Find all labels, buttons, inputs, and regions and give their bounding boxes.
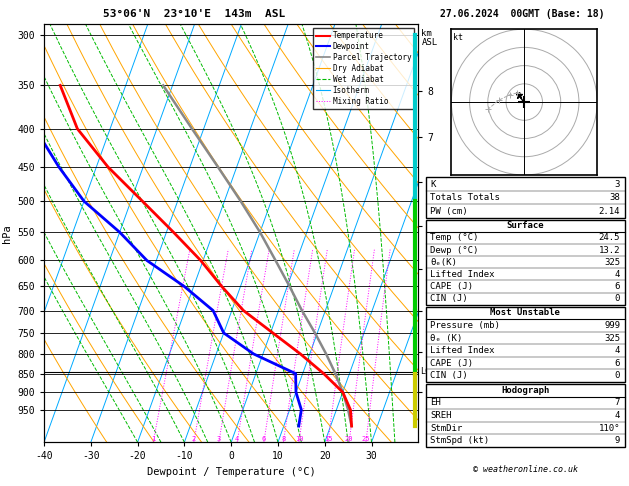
Legend: Temperature, Dewpoint, Parcel Trajectory, Dry Adiabat, Wet Adiabat, Isotherm, Mi: Temperature, Dewpoint, Parcel Trajectory… (313, 28, 415, 109)
Text: 3: 3 (615, 180, 620, 189)
Text: 2: 2 (192, 436, 196, 442)
Text: Temp (°C): Temp (°C) (430, 233, 479, 243)
Text: 6: 6 (262, 436, 266, 442)
Text: 27.06.2024  00GMT (Base: 18): 27.06.2024 00GMT (Base: 18) (440, 9, 604, 19)
Text: 7: 7 (615, 399, 620, 407)
Text: Surface: Surface (506, 221, 544, 230)
Text: 8: 8 (281, 436, 286, 442)
Text: 325: 325 (604, 258, 620, 267)
Text: 4: 4 (615, 270, 620, 279)
Text: θₑ(K): θₑ(K) (430, 258, 457, 267)
Text: Hodograph: Hodograph (501, 386, 549, 395)
Text: SREH: SREH (430, 411, 452, 420)
Text: EH: EH (430, 399, 441, 407)
Text: θₑ (K): θₑ (K) (430, 333, 462, 343)
Text: 4: 4 (615, 346, 620, 355)
Text: km
ASL: km ASL (421, 29, 438, 47)
Y-axis label: hPa: hPa (2, 224, 12, 243)
Text: CAPE (J): CAPE (J) (430, 359, 473, 368)
Text: Totals Totals: Totals Totals (430, 193, 500, 202)
Text: 0: 0 (615, 294, 620, 303)
Text: 110°: 110° (599, 424, 620, 433)
Text: CIN (J): CIN (J) (430, 371, 468, 380)
Text: CAPE (J): CAPE (J) (430, 282, 473, 291)
Text: 4: 4 (615, 411, 620, 420)
Text: 3: 3 (217, 436, 221, 442)
Text: 999: 999 (604, 321, 620, 330)
Text: 6: 6 (615, 359, 620, 368)
Text: 15: 15 (324, 436, 332, 442)
Text: 2.14: 2.14 (599, 207, 620, 215)
Text: 53°06'N  23°10'E  143m  ASL: 53°06'N 23°10'E 143m ASL (103, 9, 285, 19)
Text: Lifted Index: Lifted Index (430, 346, 495, 355)
Text: PW (cm): PW (cm) (430, 207, 468, 215)
Text: 9: 9 (615, 436, 620, 445)
Text: 325: 325 (604, 333, 620, 343)
Text: StmSpd (kt): StmSpd (kt) (430, 436, 489, 445)
Text: Most Unstable: Most Unstable (490, 309, 560, 317)
Text: 0: 0 (615, 371, 620, 380)
Text: Pressure (mb): Pressure (mb) (430, 321, 500, 330)
Text: StmDir: StmDir (430, 424, 462, 433)
Text: kt: kt (453, 33, 463, 42)
Text: © weatheronline.co.uk: © weatheronline.co.uk (473, 465, 577, 474)
Text: Mixing Ratio (g/kg): Mixing Ratio (g/kg) (428, 186, 437, 281)
Text: 10: 10 (295, 436, 303, 442)
X-axis label: Dewpoint / Temperature (°C): Dewpoint / Temperature (°C) (147, 467, 316, 477)
Text: 4: 4 (235, 436, 239, 442)
Text: K: K (430, 180, 436, 189)
Text: 38: 38 (610, 193, 620, 202)
Text: CIN (J): CIN (J) (430, 294, 468, 303)
Text: 25: 25 (362, 436, 370, 442)
Text: 1: 1 (151, 436, 155, 442)
Text: 24.5: 24.5 (599, 233, 620, 243)
Text: 6: 6 (615, 282, 620, 291)
Text: LCL: LCL (421, 367, 436, 376)
Text: 20: 20 (345, 436, 353, 442)
Text: Dewp (°C): Dewp (°C) (430, 245, 479, 255)
Text: Lifted Index: Lifted Index (430, 270, 495, 279)
Text: 13.2: 13.2 (599, 245, 620, 255)
